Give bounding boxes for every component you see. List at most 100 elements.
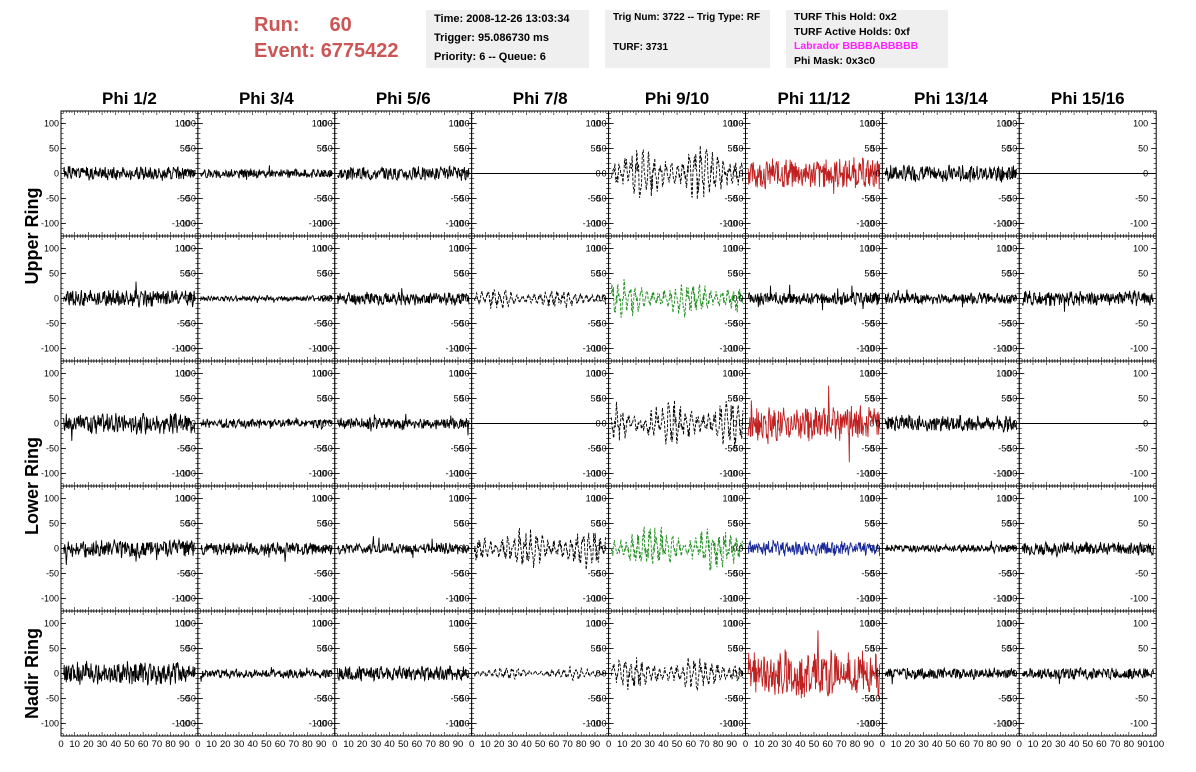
- panel-frame: [608, 110, 746, 237]
- y-tick-label-right: 100: [449, 369, 464, 379]
- y-tick-label: 100: [592, 494, 607, 504]
- waveform-trace: [884, 164, 1018, 183]
- y-tick-label: 50: [49, 144, 59, 154]
- y-tick-label-right: -50: [451, 194, 464, 204]
- y-tick-label: 0: [465, 419, 470, 429]
- y-tick-label: -100: [452, 344, 470, 354]
- y-tick-label: 0: [875, 169, 880, 179]
- y-tick-label: 0: [738, 169, 743, 179]
- y-tick-label-right: -100: [172, 594, 190, 604]
- y-tick-label: 0: [191, 419, 196, 429]
- y-tick-label-right: 0: [322, 419, 327, 429]
- panel-frame: [471, 485, 610, 612]
- y-tick-label-right: 50: [864, 144, 874, 154]
- y-tick-label: 100: [181, 494, 196, 504]
- y-tick-label: -50: [730, 194, 743, 204]
- y-tick-label-right: 100: [312, 494, 327, 504]
- y-tick-label-right: -100: [993, 344, 1011, 354]
- y-tick-label-right: 100: [312, 119, 327, 129]
- y-tick-label: 100: [728, 119, 743, 129]
- y-tick-label: 0: [191, 169, 196, 179]
- y-tick-label-right: -50: [861, 319, 874, 329]
- waveform-trace: [610, 400, 744, 448]
- y-tick-label: 50: [460, 394, 470, 404]
- waveform-trace: [747, 157, 881, 194]
- y-tick-label-right: 50: [727, 269, 737, 279]
- y-tick-label-right: -100: [309, 594, 327, 604]
- y-tick-label: 100: [455, 119, 470, 129]
- y-tick-label: 100: [181, 244, 196, 254]
- y-tick-label-right: -100: [583, 219, 601, 229]
- y-tick-label-right: 100: [722, 369, 737, 379]
- y-tick-label: 50: [597, 144, 607, 154]
- waveform-trace: [63, 165, 196, 181]
- y-tick-label: -50: [594, 194, 607, 204]
- run-value: 60: [329, 14, 352, 36]
- y-tick-label-right: -50: [451, 319, 464, 329]
- y-tick-label-right: -100: [1130, 344, 1148, 354]
- y-tick-label: -50: [594, 569, 607, 579]
- y-tick-label-right: -100: [719, 469, 737, 479]
- y-tick-label: 50: [323, 144, 333, 154]
- y-tick-label: -50: [594, 444, 607, 454]
- y-tick-label: -50: [183, 319, 196, 329]
- y-tick-label-right: 100: [449, 244, 464, 254]
- y-tick-label: -50: [730, 319, 743, 329]
- y-tick-label: -100: [589, 219, 607, 229]
- y-tick-label: -100: [862, 469, 880, 479]
- y-tick-label: -100: [41, 469, 59, 479]
- y-tick-label-right: -50: [588, 194, 601, 204]
- y-tick-label: -100: [178, 344, 196, 354]
- y-tick-label-right: -50: [177, 444, 190, 454]
- y-tick-label: 50: [186, 519, 196, 529]
- y-tick-label-right: 50: [727, 144, 737, 154]
- y-tick-label-right: 50: [1001, 144, 1011, 154]
- y-tick-label: 50: [49, 519, 59, 529]
- y-tick-label: -100: [178, 594, 196, 604]
- y-tick-label: 100: [44, 369, 59, 379]
- y-tick-label-right: -100: [172, 219, 190, 229]
- trig-num-text: Trig Num: 3722 -- Trig Type: RF: [613, 12, 761, 23]
- waveform-trace: [747, 385, 881, 463]
- y-tick-label-right: -100: [446, 219, 464, 229]
- run-label: Run:: [254, 14, 300, 36]
- y-tick-label-right: 50: [317, 269, 327, 279]
- y-tick-label-right: 50: [180, 519, 190, 529]
- waveform-trace: [473, 528, 607, 570]
- y-tick-label-right: 50: [1001, 269, 1011, 279]
- y-tick-label-right: 0: [732, 169, 737, 179]
- y-tick-label: 100: [181, 369, 196, 379]
- y-tick-label: -50: [730, 444, 743, 454]
- waveform-trace: [63, 538, 196, 566]
- y-tick-label: 0: [54, 544, 59, 554]
- y-tick-label: 0: [1012, 419, 1017, 429]
- y-tick-label: -100: [41, 594, 59, 604]
- y-tick-label: 100: [318, 369, 333, 379]
- ring-label-3: Nadir Ring: [22, 628, 42, 719]
- y-tick-label-right: 50: [180, 269, 190, 279]
- y-tick-label-right: 100: [859, 119, 874, 129]
- y-tick-label: 0: [328, 544, 333, 554]
- y-tick-label-right: 50: [180, 394, 190, 404]
- y-tick-label-right: 0: [1006, 169, 1011, 179]
- y-tick-label-right: -50: [998, 319, 1011, 329]
- y-tick-label-right: -50: [724, 569, 737, 579]
- phi-header-4: Phi 7/8: [513, 89, 568, 108]
- y-tick-label: 50: [460, 144, 470, 154]
- y-tick-label-right: 100: [996, 244, 1011, 254]
- waveform-trace: [200, 294, 333, 303]
- y-tick-label-right: -100: [993, 469, 1011, 479]
- phi-header-1: Phi 1/2: [102, 89, 157, 108]
- y-tick-label-right: 50: [180, 144, 190, 154]
- y-tick-label: 100: [44, 244, 59, 254]
- y-tick-label: 50: [733, 144, 743, 154]
- waveform-trace: [337, 413, 470, 436]
- y-tick-label-right: 100: [722, 494, 737, 504]
- y-tick-label-right: 100: [1133, 244, 1148, 254]
- waveform-trace: [884, 289, 1018, 308]
- y-tick-label-right: 50: [317, 144, 327, 154]
- y-tick-label: 0: [328, 294, 333, 304]
- y-tick-label-right: -50: [314, 319, 327, 329]
- y-tick-label-right: -50: [1135, 194, 1148, 204]
